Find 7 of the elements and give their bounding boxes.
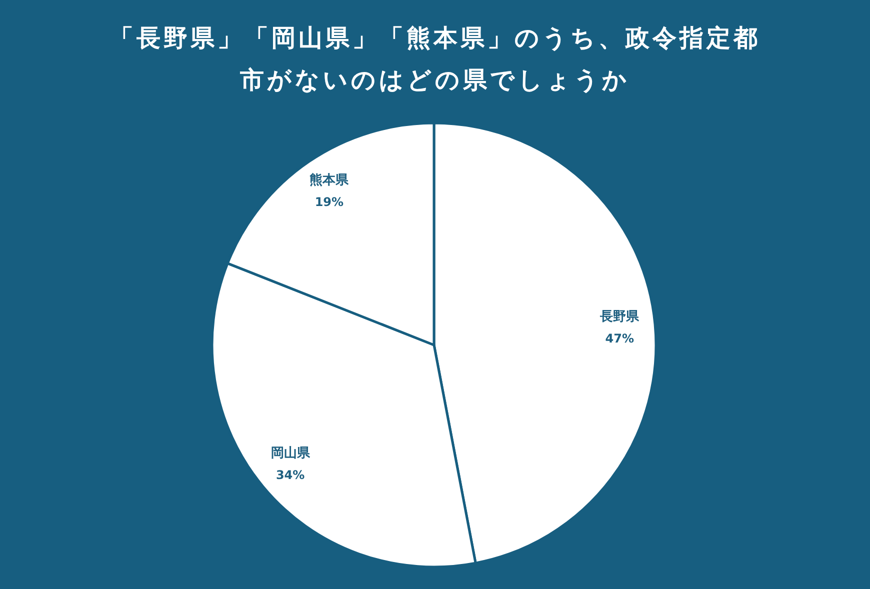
- data-label: 19%: [314, 194, 344, 209]
- slice-label: 長野県: [599, 309, 640, 324]
- slice-label: 熊本県: [310, 172, 350, 188]
- data-label: 47%: [605, 331, 634, 346]
- chart-title: 「長野県」「岡山県」「熊本県」のうち、政令指定都市がないのはどの県でしょうか: [108, 23, 762, 96]
- slice-label: 岡山県: [270, 446, 311, 461]
- data-label: 34%: [276, 468, 305, 482]
